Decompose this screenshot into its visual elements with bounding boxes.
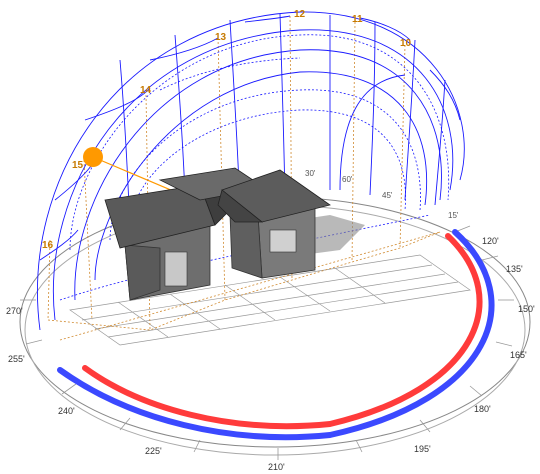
compass-label-255: 255' — [8, 354, 25, 364]
hour-label-16: 16 — [42, 240, 54, 251]
compass-label-210: 210' — [268, 462, 285, 472]
hour-label-12: 12 — [294, 9, 306, 20]
compass-label-240: 240' — [58, 406, 75, 416]
hour-label-15: 15 — [72, 160, 84, 171]
hour-labels: 11 12 13 14 15 16 10 — [42, 9, 412, 251]
minor-labels: 60' 30' 45' 15' — [305, 169, 459, 220]
sun-path-dome — [37, 11, 465, 331]
compass-label-180: 180' — [474, 404, 491, 414]
sun-icon — [83, 147, 103, 167]
hour-label-10: 10 — [400, 38, 412, 49]
compass-label-195: 195' — [414, 444, 431, 454]
compass-label-150: 150' — [518, 304, 535, 314]
hour-label-11: 11 — [352, 14, 363, 25]
compass-label-270: 270' — [6, 306, 23, 316]
minor-label-15: 15' — [448, 211, 459, 220]
house-model — [104, 167, 331, 301]
compass-label-165: 165' — [510, 350, 527, 360]
seasonal-arc — [57, 229, 495, 441]
compass-labels: 120' 135' 150' 165' 180' 195' 210' 225' … — [6, 236, 535, 472]
minor-label-60: 60' — [342, 175, 353, 184]
minor-label-45: 45' — [382, 191, 393, 200]
hour-label-14: 14 — [140, 85, 152, 96]
hour-label-13: 13 — [215, 32, 227, 43]
minor-label-30: 30' — [305, 169, 316, 178]
compass-label-120: 120' — [482, 236, 499, 246]
compass-label-225: 225' — [145, 446, 162, 456]
compass-label-135: 135' — [506, 264, 523, 274]
ground-grid — [69, 254, 471, 346]
